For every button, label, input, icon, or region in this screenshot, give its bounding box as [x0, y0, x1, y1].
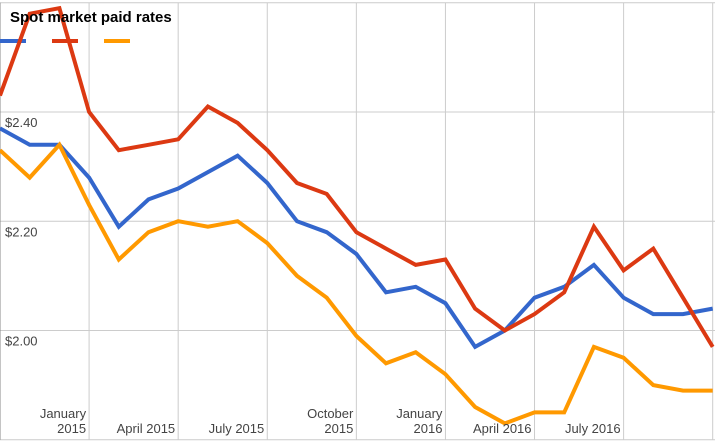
x-axis-label: 2015	[57, 421, 86, 436]
legend-swatch-blue	[0, 39, 26, 43]
x-axis-label: October	[307, 406, 354, 421]
series-line-blue	[0, 126, 714, 350]
y-axis-label: $2.00	[5, 334, 38, 349]
x-axis-label: April 2016	[473, 421, 532, 436]
x-axis-label: January	[40, 406, 87, 421]
y-axis-label: $2.40	[5, 115, 38, 130]
x-axis-label: July 2016	[565, 421, 621, 436]
x-axis-label: 2015	[324, 421, 353, 436]
x-axis-label: July 2015	[209, 421, 265, 436]
x-axis-label: January	[396, 406, 443, 421]
legend-swatch-orange	[104, 39, 130, 43]
y-axis-label: $2.20	[5, 224, 38, 239]
series-line-red	[0, 5, 715, 348]
x-axis-label: 2016	[414, 421, 443, 436]
series-line-orange	[0, 141, 713, 426]
chart-title: Spot market paid rates	[10, 9, 172, 26]
legend-swatch-red	[52, 39, 78, 43]
x-axis-label: April 2015	[117, 421, 176, 436]
